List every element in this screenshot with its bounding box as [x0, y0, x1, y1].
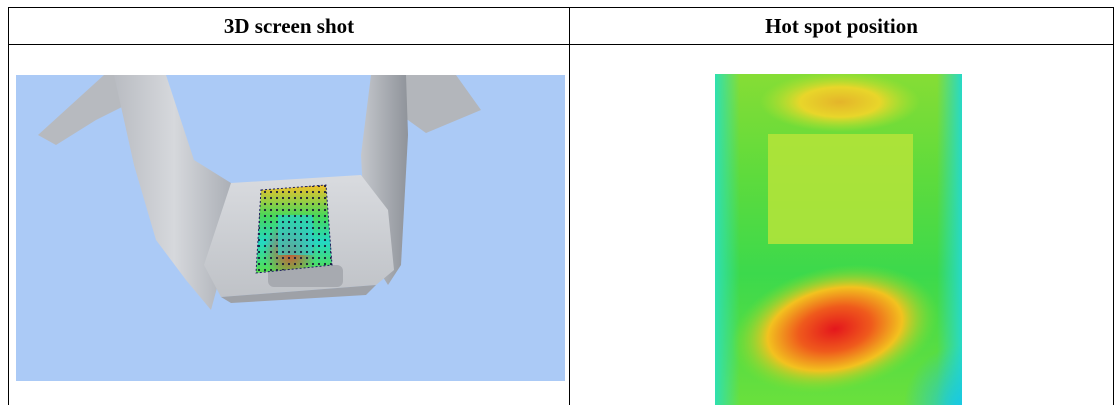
left-arm-shape [114, 75, 234, 310]
comparison-table: 3D screen shot Hot spot position [8, 7, 1114, 405]
image-row [8, 44, 1114, 405]
hot-spot-heatmap-image [715, 74, 962, 405]
top-warm-zone [760, 74, 920, 132]
center-warm-rectangle [768, 134, 913, 244]
header-row: 3D screen shot Hot spot position [8, 7, 1114, 45]
3d-render-image [16, 75, 565, 381]
cell-3d-screen-shot [8, 44, 570, 405]
right-fin-shape [401, 75, 481, 133]
header-hot-spot-position: Hot spot position [569, 7, 1114, 45]
base-shadow-shape [221, 285, 376, 303]
hot-spot-zone [731, 264, 939, 394]
slot-shape [268, 265, 343, 287]
cell-hot-spot-position [569, 44, 1114, 405]
header-3d-screen-shot: 3D screen shot [8, 7, 570, 45]
